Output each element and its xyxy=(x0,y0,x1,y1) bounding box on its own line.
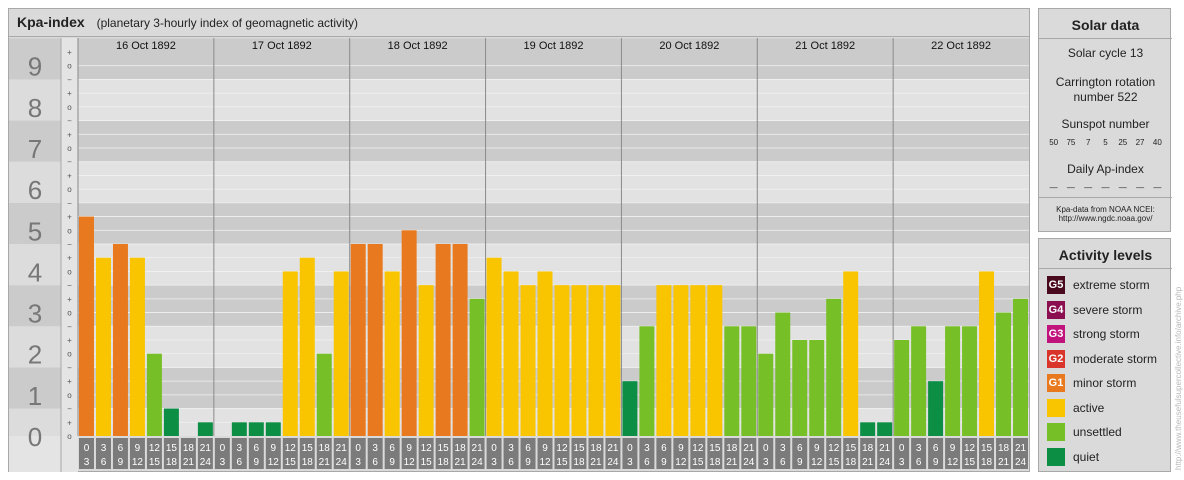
ap-value: — xyxy=(1066,183,1075,192)
solar-cycle: Solar cycle 13 xyxy=(1067,46,1144,60)
ap-value: — xyxy=(1101,183,1110,192)
sunspot-value: 25 xyxy=(1118,138,1128,147)
sunspot-value: 40 xyxy=(1152,138,1162,147)
ap-value: — xyxy=(1118,183,1127,192)
level-label: extreme storm xyxy=(1073,278,1150,292)
solar-title-divider xyxy=(1039,38,1172,39)
level-swatch: G5 xyxy=(1047,276,1065,294)
ap-value: — xyxy=(1136,183,1145,192)
sunspot-values: 50 75 7 5 25 27 40 xyxy=(1039,138,1172,148)
kpa-chart-panel xyxy=(8,8,1030,472)
ap-value: — xyxy=(1049,183,1058,192)
level-swatch: G2 xyxy=(1047,349,1065,368)
level-swatch: G1 xyxy=(1047,374,1065,392)
sunspot-value: 7 xyxy=(1085,138,1091,147)
level-swatch: G3 xyxy=(1047,325,1065,343)
activity-panel-title: Activity levels xyxy=(1058,247,1153,263)
level-swatch: G4 xyxy=(1047,300,1065,319)
carrington-line-1: Carrington rotation xyxy=(1055,75,1156,89)
chart-title-bar: Kpa-index (planetary 3-hourly index of g… xyxy=(8,8,1030,37)
ap-value: — xyxy=(1153,183,1162,192)
solar-data-panel: Solar data Solar cycle 13 Carrington rot… xyxy=(1038,8,1172,232)
ap-label: Daily Ap-index xyxy=(1067,162,1144,176)
level-label: moderate storm xyxy=(1073,351,1158,366)
level-swatch xyxy=(1047,423,1065,441)
credit-text: http://www.theusefulsupercollective.info… xyxy=(1174,286,1183,470)
sunspot-value: 50 xyxy=(1049,138,1059,147)
sunspot-label: Sunspot number xyxy=(1061,117,1150,131)
chart-title: Kpa-index xyxy=(17,14,85,30)
level-label: quiet xyxy=(1073,449,1100,464)
level-swatch xyxy=(1047,447,1065,466)
source-line-1: Kpa-data from NOAA NCEI: xyxy=(1056,205,1155,214)
level-label: active xyxy=(1073,400,1105,415)
level-swatch xyxy=(1047,398,1065,417)
activity-title-divider xyxy=(1039,268,1172,269)
sunspot-value: 27 xyxy=(1135,138,1145,147)
chart-subtitle: (planetary 3-hourly index of geomagnetic… xyxy=(96,16,359,30)
activity-levels-panel: Activity levels G5 extreme storm G4 severe … xyxy=(1038,238,1172,472)
ap-values: — — — — — — — xyxy=(1039,183,1172,193)
level-label: strong storm xyxy=(1073,327,1140,341)
sunspot-value: 5 xyxy=(1103,138,1108,147)
solar-source-divider xyxy=(1039,197,1172,198)
solar-panel-title: Solar data xyxy=(1071,17,1140,33)
level-label: severe storm xyxy=(1073,302,1143,317)
ap-value: — xyxy=(1084,183,1093,192)
level-label: unsettled xyxy=(1073,425,1122,439)
carrington-line-2: number 522 xyxy=(1073,90,1138,104)
source-line-2: http://www.ngdc.noaa.gov/ xyxy=(1058,214,1153,223)
sunspot-value: 75 xyxy=(1066,138,1076,147)
level-label: minor storm xyxy=(1073,376,1137,390)
